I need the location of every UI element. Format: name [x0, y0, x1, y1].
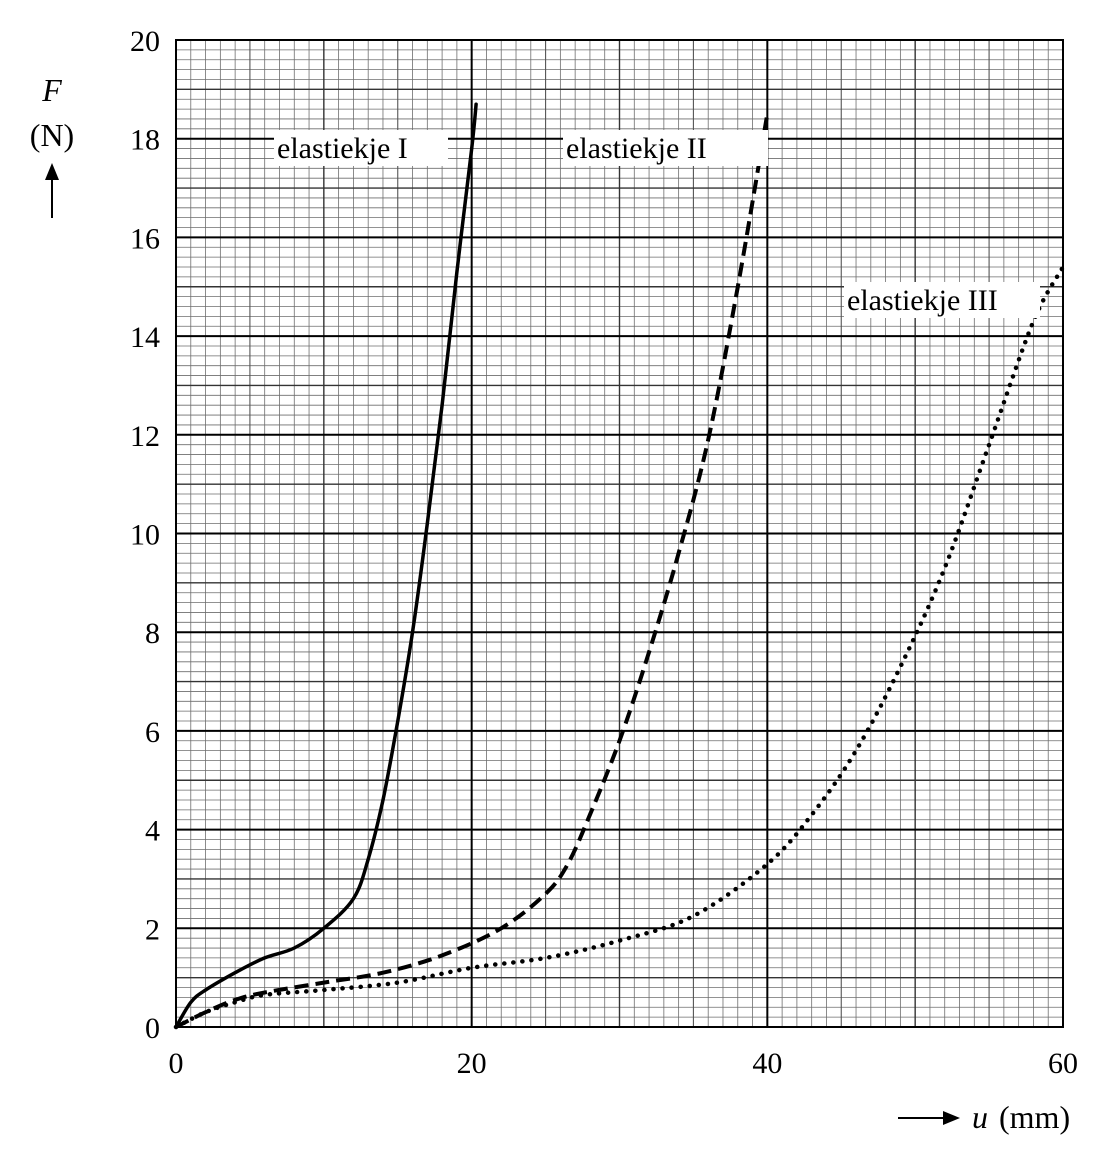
series-label-bg-2	[563, 130, 768, 166]
x-tick-label: 60	[1048, 1047, 1078, 1080]
y-tick-label: 20	[130, 25, 160, 58]
y-tick-label: 12	[130, 420, 160, 453]
x-axis-unit: (mm)	[999, 1099, 1070, 1135]
series-label-2: elastiekje II	[566, 132, 707, 165]
y-tick-label: 4	[145, 815, 160, 848]
series-line-2	[175, 113, 770, 1029]
series-label-bg-3	[844, 282, 1040, 318]
y-tick-label: 8	[145, 617, 160, 650]
series-layer	[173, 102, 1066, 1030]
y-tick-labels: 0 2 4 6 8 10 12 14 16 18 20	[130, 25, 160, 1045]
y-axis-unit: (N)	[30, 117, 74, 153]
y-tick-label: 18	[130, 124, 160, 157]
x-tick-label: 40	[752, 1047, 782, 1080]
series-label-bg-1	[274, 130, 448, 166]
x-tick-label: 20	[457, 1047, 487, 1080]
x-tick-label: 0	[169, 1047, 184, 1080]
y-axis-arrow-icon	[45, 163, 59, 218]
series-label-3: elastiekje III	[847, 284, 998, 317]
y-tick-label: 0	[145, 1012, 160, 1045]
y-tick-label: 6	[145, 716, 160, 749]
series-line-1	[174, 102, 478, 1029]
series-label-1: elastiekje I	[277, 132, 408, 165]
y-axis-variable: F	[41, 72, 62, 108]
y-tick-label: 14	[130, 321, 160, 354]
y-tick-label: 2	[145, 913, 160, 946]
x-axis-variable: u	[972, 1099, 988, 1135]
plot-frame	[175, 39, 1064, 1028]
y-tick-label: 10	[130, 519, 160, 552]
x-axis-arrow-icon	[898, 1111, 960, 1125]
y-tick-label: 16	[130, 222, 160, 255]
x-tick-labels: 0 20 40 60	[169, 1047, 1079, 1080]
series-line-3	[173, 264, 1066, 1030]
